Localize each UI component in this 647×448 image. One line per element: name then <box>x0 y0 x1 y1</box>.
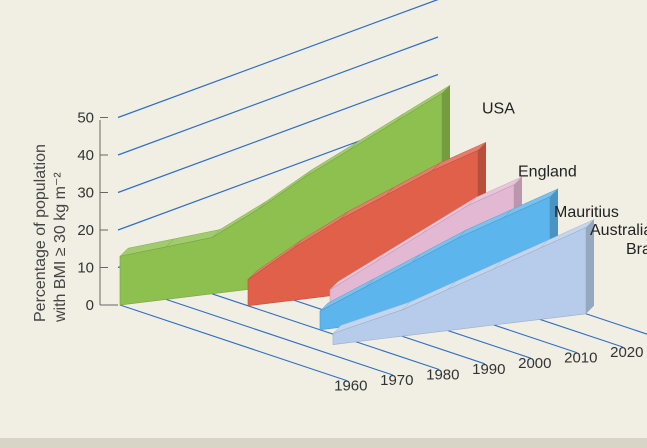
series-label-england: England <box>518 163 577 180</box>
series-ribbons <box>119 85 595 345</box>
y-tick-label-40: 40 <box>77 147 94 164</box>
ribbon-end-brazil <box>586 219 594 314</box>
y-axis-label: Percentage of population with BMI ≥ 30 k… <box>32 140 69 323</box>
floor-line-1960 <box>119 304 347 382</box>
y-tick-label-10: 10 <box>77 260 94 277</box>
series-brazil <box>332 219 595 345</box>
page-edge <box>0 438 647 448</box>
x-axis-ticks: 19601970198019902000201020202030 <box>334 344 643 395</box>
series-label-australia: Australia <box>590 222 647 239</box>
gridline-40 <box>117 36 439 156</box>
x-tick-label-1960: 1960 <box>334 378 367 395</box>
series-label-brazil: Brazil <box>626 241 647 258</box>
x-tick-label-2020: 2020 <box>610 344 643 361</box>
gridline-30 <box>117 73 439 194</box>
floor-line-1980 <box>211 293 439 370</box>
x-tick-label-1990: 1990 <box>472 361 505 378</box>
y-tick-label-50: 50 <box>77 110 94 127</box>
y-tick-label-30: 30 <box>77 185 94 202</box>
x-tick-label-1970: 1970 <box>380 372 413 389</box>
y-tick-label-0: 0 <box>86 297 94 314</box>
floor-line-1970 <box>165 298 393 376</box>
series-label-usa: USA <box>482 100 515 117</box>
series-label-mauritius: Mauritius <box>554 204 619 221</box>
y-axis-label-line1: Percentage of population <box>32 144 49 322</box>
y-axis-label-line2: with BMI ≥ 30 kg m⁻² <box>52 172 69 323</box>
y-axis: 0 10 20 30 40 50 <box>77 110 118 314</box>
x-tick-label-2000: 2000 <box>518 355 551 372</box>
x-tick-label-2010: 2010 <box>564 350 597 367</box>
gridline-50 <box>117 0 439 119</box>
y-tick-label-20: 20 <box>77 222 94 239</box>
x-tick-label-1980: 1980 <box>426 366 459 383</box>
